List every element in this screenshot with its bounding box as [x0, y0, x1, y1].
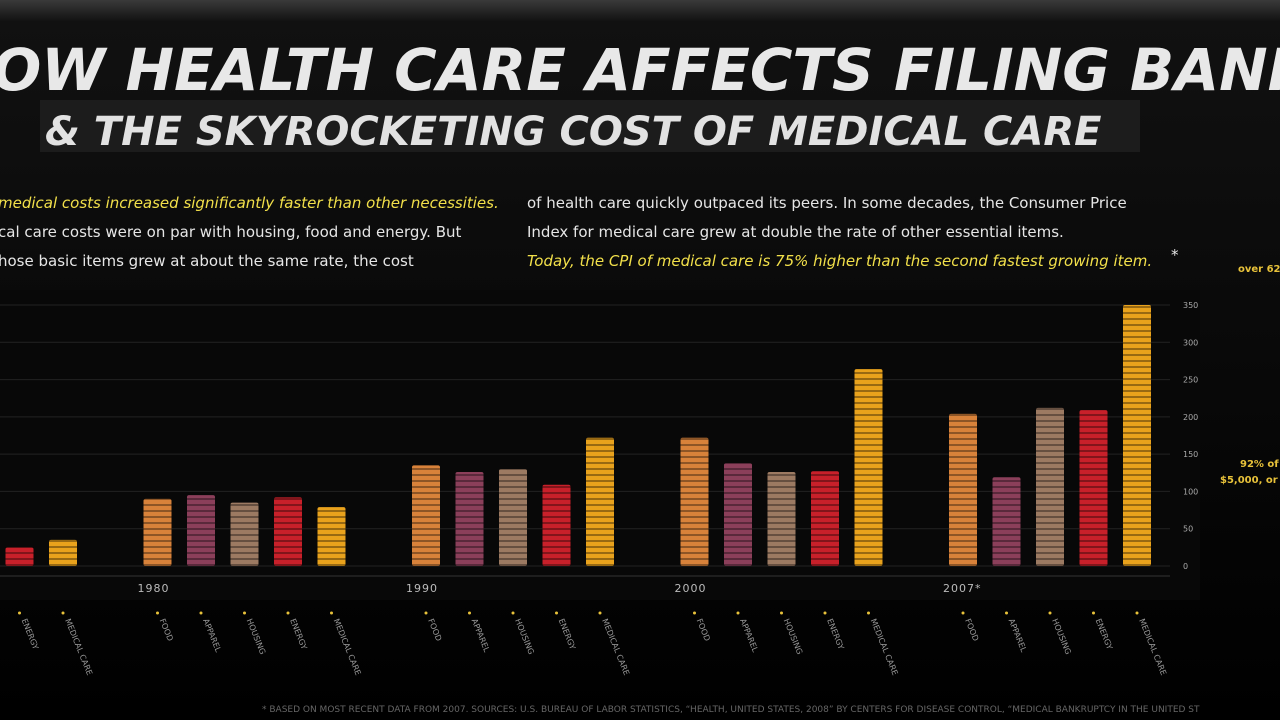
intro-text: hose basic items grew at about the same …	[0, 252, 414, 270]
bar-texture	[143, 498, 172, 566]
bar-texture	[724, 463, 752, 566]
intro-text: cal care costs were on par with housing,…	[0, 223, 461, 241]
intro-highlight: Today, the CPI of medical care is 75% hi…	[527, 252, 1152, 270]
bar-texture	[1123, 305, 1151, 566]
legend-dot	[61, 611, 65, 615]
bar-texture	[767, 472, 796, 566]
x-group-label: 2007*	[943, 582, 982, 595]
legend-dot	[598, 611, 602, 615]
bar-texture	[187, 495, 215, 566]
y-tick-label: 0	[1183, 562, 1188, 571]
y-tick-label: 200	[1183, 413, 1198, 422]
legend-dot	[18, 611, 21, 615]
bar-texture	[811, 471, 839, 566]
intro-text: Index for medical care grew at double th…	[527, 223, 1064, 241]
bar-texture	[5, 547, 34, 566]
intro-text: of health care quickly outpaced its peer…	[527, 194, 1127, 212]
side-note: $5,000, or	[1220, 475, 1278, 486]
title: OW HEALTH CARE AFFECTS FILING BANKRUPT	[0, 36, 1280, 104]
y-tick-label: 50	[1183, 525, 1193, 534]
subtitle-band	[40, 100, 1140, 152]
legend-dot	[156, 611, 159, 615]
bar-texture	[274, 497, 302, 566]
side-note: over 62	[1238, 264, 1280, 275]
x-group-label: 2000	[675, 582, 707, 595]
asterisk: *	[1171, 246, 1179, 264]
legend-dot	[199, 611, 203, 615]
y-tick-label: 150	[1183, 450, 1198, 459]
legend-dot	[1048, 611, 1052, 615]
bar-texture	[49, 539, 77, 566]
x-group-label: 1980	[138, 582, 170, 595]
legend-dot	[286, 611, 290, 615]
legend-dot	[693, 611, 696, 615]
legend-dot	[1005, 611, 1008, 615]
bar-texture	[230, 502, 259, 566]
x-group-label: 1990	[406, 582, 438, 595]
legend-dot	[1135, 611, 1139, 615]
y-tick-label: 300	[1183, 338, 1198, 347]
legend-dot	[961, 611, 965, 615]
bar-texture	[412, 465, 440, 566]
bar-texture	[317, 507, 346, 566]
bar-texture	[854, 369, 883, 566]
legend-dot	[823, 611, 827, 615]
bar-texture	[680, 437, 709, 566]
bar-texture	[1079, 410, 1108, 566]
bar-texture	[455, 472, 484, 566]
legend-dot	[330, 611, 333, 615]
legend-dot	[424, 611, 428, 615]
y-tick-label: 350	[1183, 301, 1198, 310]
intro-highlight: medical costs increased significantly fa…	[0, 194, 499, 212]
legend-dot	[780, 611, 783, 615]
legend-dot	[243, 611, 246, 615]
legend-dot	[555, 611, 558, 615]
legend-dot	[1092, 611, 1095, 615]
bar-texture	[586, 437, 614, 566]
bar-texture	[992, 477, 1021, 566]
legend-dot	[736, 611, 740, 615]
bar-texture	[949, 413, 977, 566]
legend-dot	[511, 611, 515, 615]
legend-dot	[867, 611, 870, 615]
bar-texture	[542, 484, 571, 566]
bar-texture	[1036, 407, 1064, 566]
legend-dot	[468, 611, 471, 615]
side-note: 92% of	[1240, 459, 1279, 470]
bar-texture	[499, 469, 527, 566]
subtitle: & THE SKYROCKETING COST OF MEDICAL CARE	[45, 109, 1101, 155]
y-tick-label: 250	[1183, 376, 1198, 385]
footnote: * BASED ON MOST RECENT DATA FROM 2007. S…	[262, 705, 1200, 715]
y-tick-label: 100	[1183, 487, 1198, 496]
